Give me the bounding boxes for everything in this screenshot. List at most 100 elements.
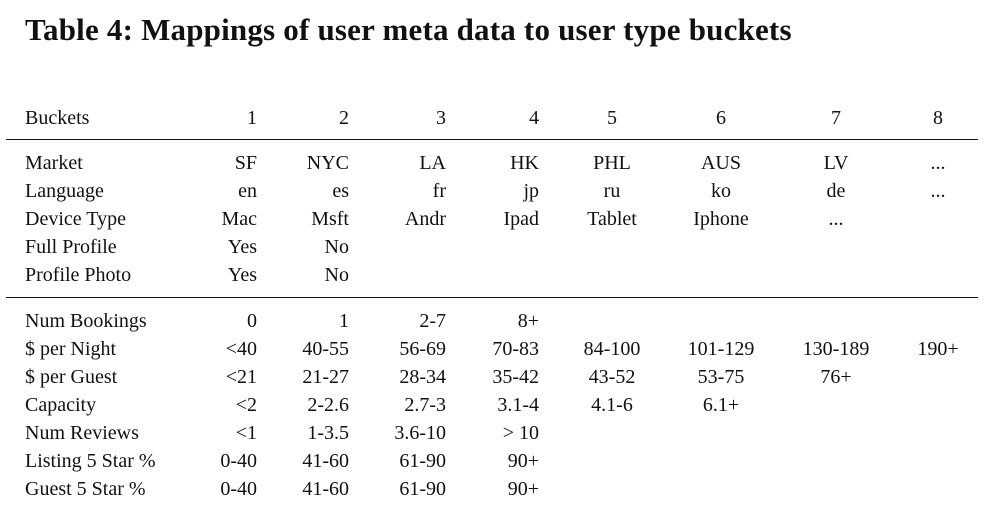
- table-cell: 90+: [507, 478, 539, 500]
- table-row: Language en es fr jp ru ko de ...: [0, 177, 999, 205]
- table-cell: jp: [523, 180, 539, 202]
- header-bucket-8: 8: [933, 107, 943, 129]
- table-cell: 76+: [820, 366, 852, 388]
- table-row: Num Bookings 0 1 2-7 8+: [0, 307, 999, 335]
- table-cell: fr: [432, 180, 446, 202]
- table-cell: 41-60: [302, 450, 349, 472]
- table-cell: <21: [225, 366, 257, 388]
- table-cell: LA: [419, 152, 446, 174]
- header-row: Buckets 1 2 3 4 5 6 7 8: [0, 104, 999, 132]
- table-cell: NYC: [306, 152, 349, 174]
- header-bucket-7: 7: [831, 107, 841, 129]
- table-cell: 61-90: [399, 450, 446, 472]
- row-label: Num Bookings: [25, 310, 147, 332]
- table-cell: 35-42: [492, 366, 539, 388]
- table-cell: 21-27: [302, 366, 349, 388]
- table-row: $ per Night <40 40-55 56-69 70-83 84-100…: [0, 335, 999, 363]
- row-label: Capacity: [25, 394, 97, 416]
- table-row: Device Type Mac Msft Andr Ipad Tablet Ip…: [0, 205, 999, 233]
- table-cell: 41-60: [302, 478, 349, 500]
- table-cell: 8+: [517, 310, 539, 332]
- header-bucket-2: 2: [339, 107, 349, 129]
- table-cell: 0-40: [220, 450, 257, 472]
- header-rule: [6, 139, 978, 140]
- table-cell: LV: [823, 152, 849, 174]
- header-bucket-5: 5: [607, 107, 617, 129]
- table-cell: Mac: [221, 208, 257, 230]
- table-cell: Andr: [404, 208, 446, 230]
- row-label: Num Reviews: [25, 422, 139, 444]
- table-cell: 40-55: [302, 338, 349, 360]
- table-row: Num Reviews <1 1-3.5 3.6-10 > 10: [0, 419, 999, 447]
- table-cell: 130-189: [802, 338, 870, 360]
- table-cell: 1: [339, 310, 349, 332]
- table-cell: No: [324, 264, 349, 286]
- row-label: Language: [25, 180, 104, 202]
- table-cell: 70-83: [492, 338, 539, 360]
- table-cell: en: [238, 180, 257, 202]
- row-label: Profile Photo: [25, 264, 132, 286]
- table-cell: 43-52: [588, 366, 636, 388]
- row-label: Listing 5 Star %: [25, 450, 156, 472]
- row-label: $ per Night: [25, 338, 117, 360]
- table-cell: ...: [930, 152, 946, 174]
- table-cell: 6.1+: [702, 394, 740, 416]
- header-bucket-1: 1: [247, 107, 257, 129]
- row-label: Market: [25, 152, 83, 174]
- row-label: Guest 5 Star %: [25, 478, 146, 500]
- table-title: Table 4: Mappings of user meta data to u…: [25, 12, 792, 47]
- table-cell: 190+: [917, 338, 959, 360]
- table-cell: 3.6-10: [394, 422, 446, 444]
- table-cell: de: [826, 180, 846, 202]
- row-label: Device Type: [25, 208, 126, 230]
- table-cell: Ipad: [503, 208, 539, 230]
- table-cell: <2: [235, 394, 257, 416]
- table-row: Full Profile Yes No: [0, 233, 999, 261]
- table-cell: 3.1-4: [497, 394, 539, 416]
- table-cell: No: [324, 236, 349, 258]
- table-cell: 61-90: [399, 478, 446, 500]
- table-cell: 56-69: [399, 338, 446, 360]
- table-cell: ko: [711, 180, 731, 202]
- table-row: $ per Guest <21 21-27 28-34 35-42 43-52 …: [0, 363, 999, 391]
- table-cell: Iphone: [693, 208, 749, 230]
- table-cell: PHL: [593, 152, 631, 174]
- table-cell: 90+: [507, 450, 539, 472]
- header-bucket-3: 3: [436, 107, 446, 129]
- table-cell: ...: [828, 208, 844, 230]
- table-row: Profile Photo Yes No: [0, 261, 999, 289]
- table-cell: <1: [235, 422, 257, 444]
- table-cell: SF: [234, 152, 257, 174]
- table-cell: 4.1-6: [591, 394, 633, 416]
- table-cell: 101-129: [687, 338, 755, 360]
- table-cell: AUS: [700, 152, 741, 174]
- table-cell: Tablet: [587, 208, 637, 230]
- table-row: Listing 5 Star % 0-40 41-60 61-90 90+: [0, 447, 999, 475]
- table-cell: ...: [930, 180, 946, 202]
- table-row: Capacity <2 2-2.6 2.7-3 3.1-4 4.1-6 6.1+: [0, 391, 999, 419]
- table-cell: 2-2.6: [307, 394, 349, 416]
- table-cell: Msft: [311, 208, 349, 230]
- table-cell: 53-75: [697, 366, 745, 388]
- table-row: Market SF NYC LA HK PHL AUS LV ...: [0, 149, 999, 177]
- table-cell: 2.7-3: [404, 394, 446, 416]
- table-cell: Yes: [227, 236, 257, 258]
- table-cell: 0: [247, 310, 257, 332]
- header-bucket-6: 6: [716, 107, 726, 129]
- table-row: Guest 5 Star % 0-40 41-60 61-90 90+: [0, 475, 999, 503]
- table-cell: HK: [510, 152, 539, 174]
- table-cell: 84-100: [583, 338, 641, 360]
- table-cell: Yes: [227, 264, 257, 286]
- table-cell: 28-34: [399, 366, 446, 388]
- header-bucket-4: 4: [529, 107, 539, 129]
- table-cell: ru: [603, 180, 621, 202]
- table-cell: > 10: [502, 422, 539, 444]
- table-cell: es: [332, 180, 349, 202]
- section-rule: [6, 297, 978, 298]
- table-cell: 1-3.5: [307, 422, 349, 444]
- table-cell: 2-7: [419, 310, 446, 332]
- row-label: $ per Guest: [25, 366, 118, 388]
- row-label: Full Profile: [25, 236, 117, 258]
- table-cell: 0-40: [220, 478, 257, 500]
- header-label: Buckets: [25, 107, 90, 129]
